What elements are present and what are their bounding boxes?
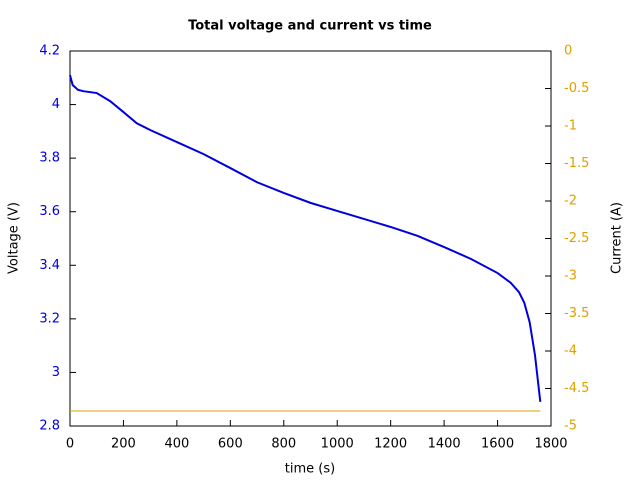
- series-line: [69, 74, 542, 403]
- y2-tick-label: -4.5: [564, 381, 589, 396]
- x-tick-label: 1800: [534, 437, 567, 452]
- x-tick-label: 800: [271, 437, 296, 452]
- y-tick-label: 3.2: [39, 311, 60, 326]
- plot-frame: [69, 50, 552, 427]
- y-tick-label: 4.2: [39, 44, 60, 59]
- y2-tick-label: -2: [564, 194, 577, 209]
- x-tick-label: 1600: [481, 437, 514, 452]
- y-tick-label: 3.8: [39, 151, 60, 166]
- y2-tick-label: 0: [564, 44, 572, 59]
- x-tick-label: 200: [111, 437, 136, 452]
- y2-tick-label: -5: [564, 419, 577, 434]
- y2-tick-label: -3.5: [564, 306, 589, 321]
- y2-tick-label: -0.5: [564, 81, 589, 96]
- y-tick-label: 2.8: [39, 419, 60, 434]
- y-tick-label: 3.4: [39, 258, 60, 273]
- y2-tick-label: -3: [564, 269, 577, 284]
- y2-axis-label: Current (A): [610, 202, 625, 274]
- y2-tick-label: -1.5: [564, 156, 589, 171]
- y2-tick-label: -2.5: [564, 231, 589, 246]
- x-tick-label: 400: [164, 437, 189, 452]
- x-tick-label: 0: [66, 437, 74, 452]
- x-tick-label: 1000: [321, 437, 354, 452]
- chart-title: Total voltage and current vs time: [188, 19, 432, 34]
- x-tick-label: 1200: [374, 437, 407, 452]
- y-tick-label: 3: [52, 365, 60, 380]
- x-tick-label: 1400: [428, 437, 461, 452]
- y-axis-label: Voltage (V): [7, 202, 22, 274]
- x-axis-label: time (s): [285, 462, 335, 477]
- x-tick-label: 600: [218, 437, 243, 452]
- y-tick-label: 3.6: [39, 204, 60, 219]
- y2-tick-label: -1: [564, 119, 577, 134]
- y-tick-label: 4: [52, 97, 60, 112]
- y2-tick-label: -4: [564, 344, 577, 359]
